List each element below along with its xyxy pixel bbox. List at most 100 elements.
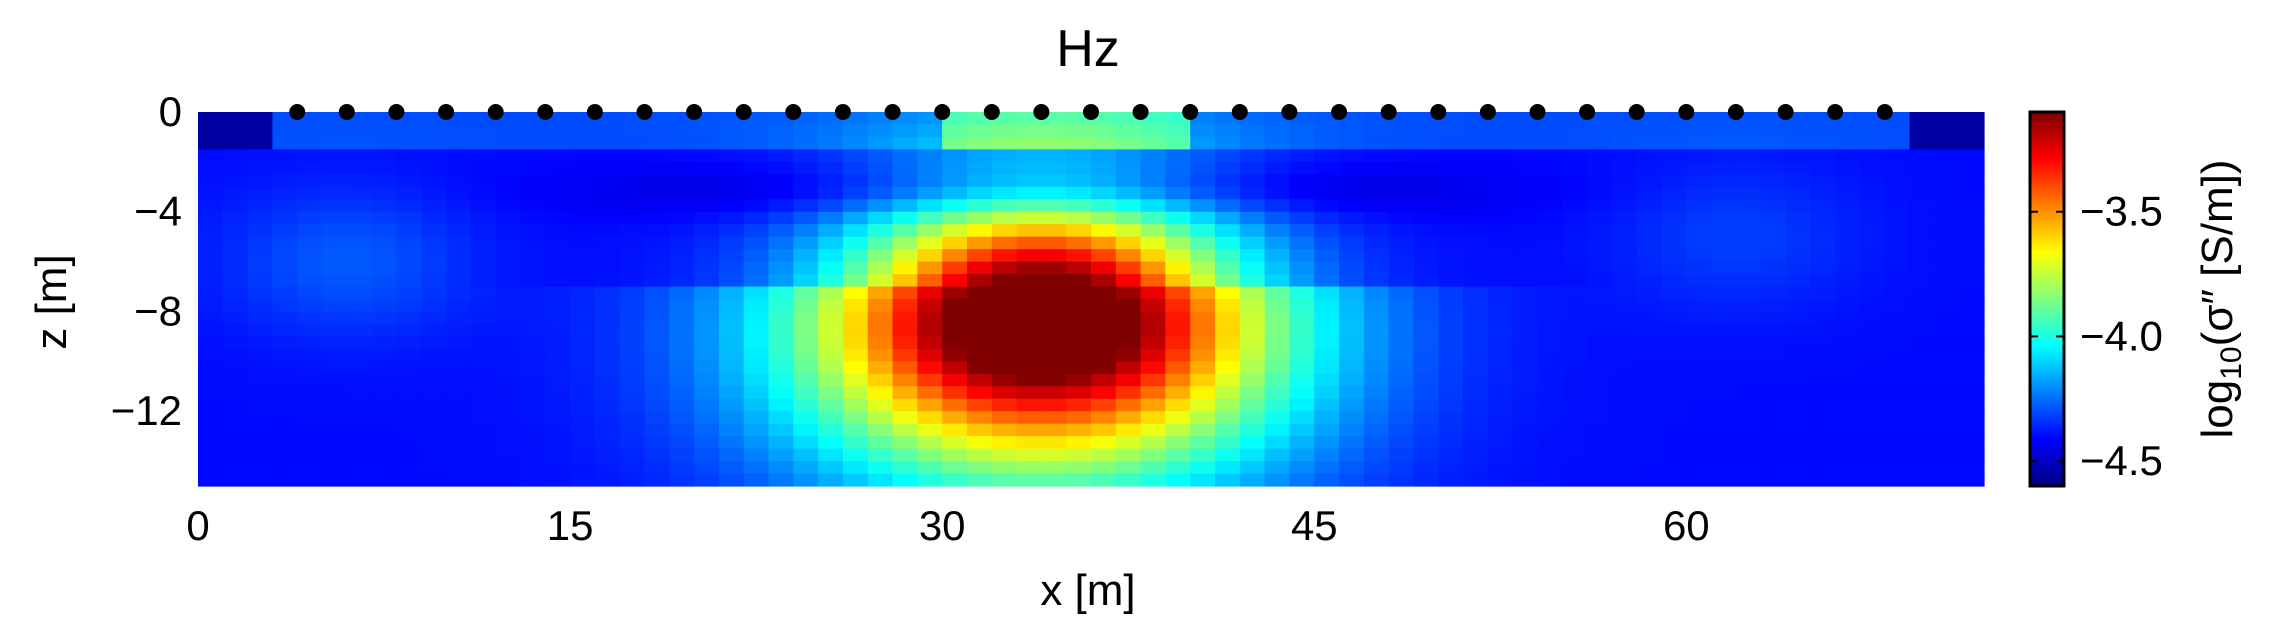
heatmap-cell	[1388, 461, 1415, 475]
heatmap-cell	[669, 386, 695, 400]
heatmap-cell	[942, 199, 968, 213]
heatmap-cell	[768, 423, 794, 437]
heatmap-cell	[1859, 136, 1886, 150]
heatmap-cell	[1711, 448, 1737, 462]
heatmap-cell	[743, 299, 770, 313]
heatmap-cell	[470, 299, 497, 313]
y-tick-label: 0	[159, 88, 182, 135]
heatmap-cell	[1835, 361, 1861, 375]
heatmap-cell	[1115, 348, 1142, 362]
heatmap-cell	[1215, 124, 1241, 138]
heatmap-cell	[198, 249, 224, 263]
heatmap-cell	[991, 161, 1018, 175]
heatmap-cell	[1934, 274, 1960, 288]
heatmap-cell	[1115, 386, 1142, 400]
heatmap-cell	[470, 224, 497, 238]
heatmap-cell	[1487, 199, 1514, 213]
heatmap-cell	[545, 199, 571, 213]
heatmap-cell	[1115, 199, 1142, 213]
heatmap-cell	[272, 149, 298, 163]
heatmap-cell	[1314, 348, 1340, 362]
heatmap-cell	[1314, 461, 1340, 475]
heatmap-cell	[1413, 224, 1439, 238]
electrode-marker	[1727, 104, 1744, 120]
heatmap-cell	[1934, 423, 1960, 437]
heatmap-cell	[322, 199, 348, 213]
heatmap-cell	[793, 199, 819, 213]
heatmap-cell	[1487, 398, 1514, 412]
heatmap-cell	[1636, 249, 1663, 263]
heatmap-cell	[842, 124, 869, 138]
heatmap-cell	[520, 461, 546, 475]
heatmap-cell	[421, 174, 447, 188]
heatmap-cell	[694, 448, 720, 462]
heatmap-cell	[694, 261, 720, 275]
heatmap-cell	[520, 124, 546, 138]
heatmap-cell	[842, 323, 869, 337]
heatmap-cell	[1884, 174, 1911, 188]
heatmap-cell	[1215, 186, 1241, 200]
heatmap-cell	[1115, 274, 1142, 288]
heatmap-cell	[198, 448, 224, 462]
heatmap-cell	[644, 436, 670, 450]
heatmap-cell	[1909, 473, 1935, 487]
heatmap-cell	[1041, 386, 1067, 400]
heatmap-cell	[198, 286, 224, 300]
heatmap-cell	[1091, 174, 1117, 188]
heatmap-cell	[1339, 299, 1365, 313]
heatmap-cell	[520, 211, 546, 225]
heatmap-cell	[1512, 211, 1539, 225]
heatmap-cell	[470, 436, 497, 450]
heatmap-cell	[371, 286, 398, 300]
heatmap-cell	[1264, 373, 1291, 387]
heatmap-cell	[297, 423, 323, 437]
heatmap-cell	[644, 311, 670, 325]
heatmap-cell	[1909, 448, 1935, 462]
heatmap-cell	[1884, 398, 1911, 412]
heatmap-cell	[1785, 236, 1811, 250]
heatmap-cell	[520, 348, 546, 362]
heatmap-cell	[718, 286, 745, 300]
heatmap-cell	[1413, 386, 1439, 400]
heatmap-cell	[768, 274, 794, 288]
heatmap-cell	[768, 199, 794, 213]
heatmap-cell	[1066, 124, 1092, 138]
heatmap-cell	[396, 286, 422, 300]
heatmap-cell	[1314, 336, 1340, 350]
heatmap-cell	[1785, 361, 1811, 375]
heatmap-cell	[421, 323, 447, 337]
heatmap-cell	[520, 411, 546, 425]
heatmap-cell	[1115, 361, 1142, 375]
heatmap-cell	[1165, 386, 1191, 400]
heatmap-cell	[1289, 348, 1315, 362]
heatmap-cell	[322, 161, 348, 175]
heatmap-cell	[1760, 448, 1787, 462]
heatmap-cell	[346, 286, 373, 300]
colorbar-step	[2030, 270, 2064, 275]
heatmap-cell	[446, 186, 472, 200]
heatmap-cell	[470, 336, 497, 350]
heatmap-cell	[1859, 323, 1886, 337]
heatmap-cell	[1735, 199, 1762, 213]
heatmap-cell	[1289, 136, 1315, 150]
heatmap-cell	[1115, 311, 1142, 325]
heatmap-cell	[470, 311, 497, 325]
heatmap-cell	[743, 274, 770, 288]
heatmap-cell	[222, 124, 249, 138]
heatmap-cell	[247, 348, 274, 362]
heatmap-cell	[272, 461, 298, 475]
colorbar-step	[2030, 330, 2064, 334]
colorbar-step	[2030, 367, 2064, 372]
heatmap-cell	[520, 274, 546, 288]
heatmap-cell	[669, 211, 695, 225]
heatmap-cell	[1810, 336, 1836, 350]
heatmap-cell	[570, 124, 596, 138]
heatmap-cell	[1289, 224, 1315, 238]
heatmap-cell	[1239, 361, 1266, 375]
heatmap-cell	[1363, 236, 1390, 250]
heatmap-cell	[966, 411, 993, 425]
heatmap-cell	[1264, 311, 1291, 325]
heatmap-cell	[644, 323, 670, 337]
heatmap-cell	[966, 386, 993, 400]
